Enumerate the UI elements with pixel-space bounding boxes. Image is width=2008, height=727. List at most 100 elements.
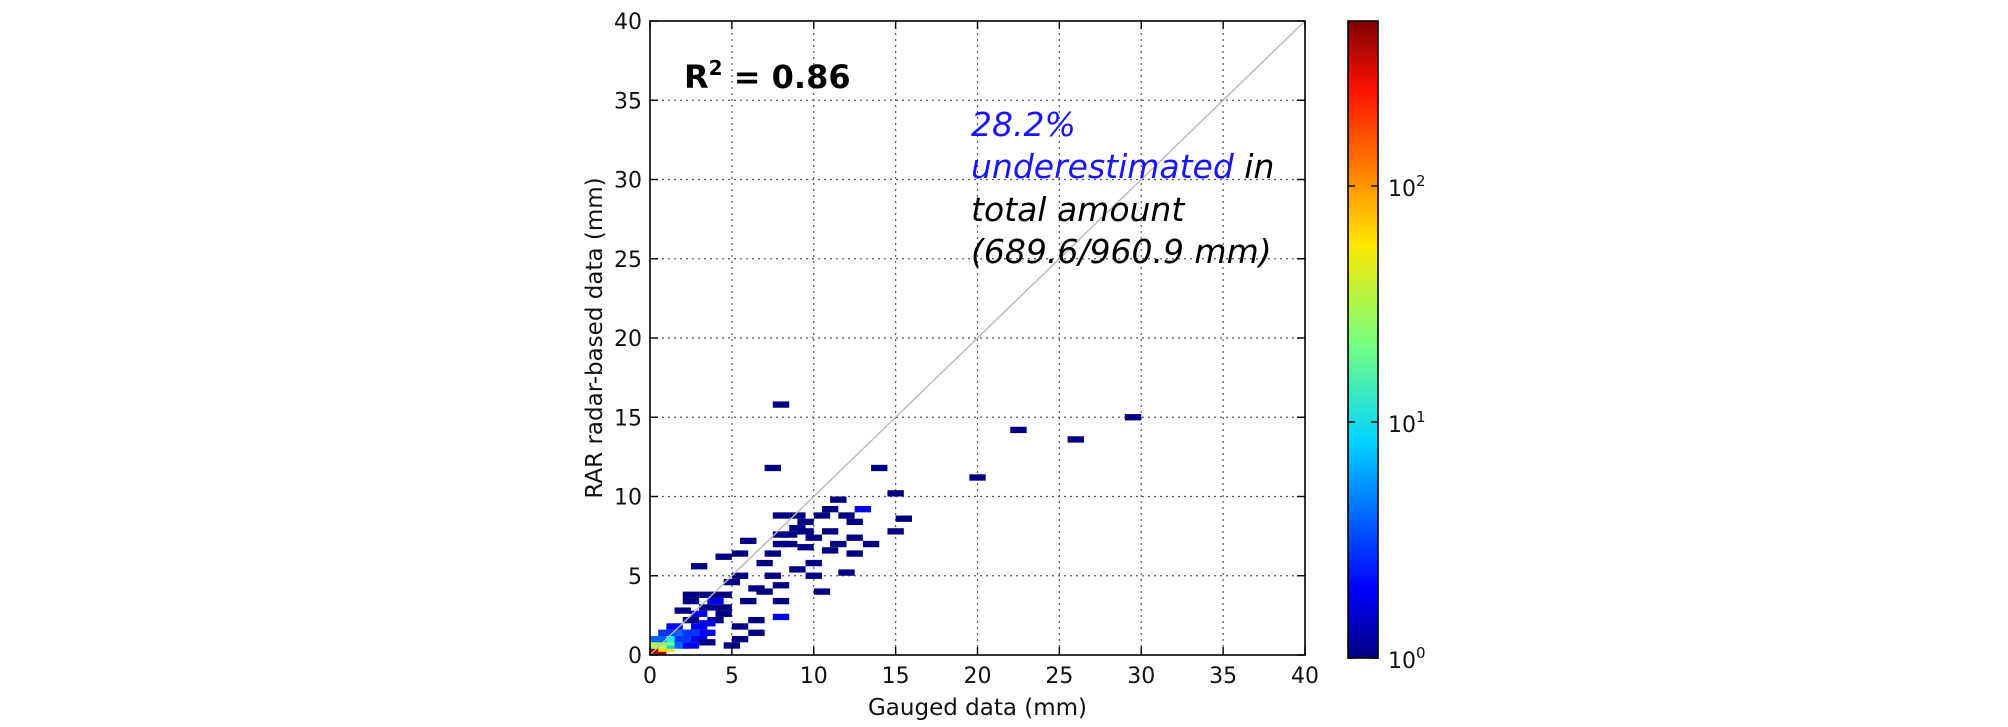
heatmap-cell [731, 635, 749, 643]
heatmap-cell [797, 544, 814, 551]
heatmap-cell [854, 506, 872, 513]
heatmap-cell [772, 582, 790, 589]
heatmap-cell [682, 597, 700, 605]
bias-direction-word: underestimated [971, 147, 1235, 186]
x-axis-label: Gauged data (mm) [868, 695, 1087, 721]
x-tick-label: 35 [1209, 664, 1237, 689]
y-tick-label: 20 [614, 327, 642, 352]
heatmap-cell [682, 629, 700, 636]
heatmap-cell [969, 474, 986, 481]
r-squared-annotation: R2 = 0.86 [684, 56, 851, 96]
heatmap-cell [674, 635, 691, 643]
heatmap-cell [813, 512, 831, 519]
heatmap-cell [772, 512, 790, 519]
heatmap-cell [699, 639, 716, 646]
heatmap-cell [658, 629, 675, 636]
colorbar-tick-label: 101 [1388, 408, 1426, 438]
bias-direction-line: underestimated in [971, 147, 1274, 186]
bias-percent: 28.2% [971, 105, 1076, 144]
heatmap-cell [715, 610, 732, 617]
heatmap-cell [699, 620, 716, 627]
heatmap-cell [871, 464, 888, 472]
heatmap-cell [658, 639, 675, 646]
heatmap-cell [707, 597, 724, 605]
heatmap-cell [723, 578, 741, 586]
heatmap-cell [682, 616, 700, 624]
colorbar-tick-exponent: 1 [1416, 408, 1426, 426]
heatmap-cell [789, 525, 806, 532]
heatmap-cell [690, 610, 708, 617]
heatmap-cell [690, 563, 708, 570]
heatmap-cell [674, 607, 691, 614]
heatmap-cell [731, 572, 749, 579]
heatmap-cell [666, 623, 683, 630]
x-tick-label: 0 [643, 664, 657, 689]
heatmap-cells [650, 401, 1142, 655]
heatmap-cell [715, 591, 732, 598]
heatmap-cell [731, 550, 749, 557]
y-tick-label: 30 [614, 169, 642, 194]
heatmap-cell [846, 550, 863, 557]
y-tick-label: 35 [614, 89, 642, 114]
heatmap-cell [830, 540, 847, 548]
heatmap-cell [1124, 414, 1142, 421]
heatmap-cell [838, 569, 855, 576]
heatmap-cell [781, 540, 798, 548]
heatmap-cell [772, 401, 790, 408]
heatmap-cell [764, 464, 781, 472]
heatmap-cell [821, 506, 839, 513]
x-tick-label: 30 [1127, 664, 1155, 689]
y-axis-label: RAR radar-based data (mm) [582, 177, 608, 498]
heatmap-cell [838, 512, 855, 519]
x-tick-label: 10 [800, 664, 828, 689]
heatmap-cell [748, 616, 765, 624]
bias-direction-rest: in [1234, 147, 1275, 186]
heatmap-cell [723, 642, 741, 649]
x-tick-label: 25 [1045, 664, 1073, 689]
heatmap-cell [805, 572, 822, 579]
r2-value: = 0.86 [723, 58, 851, 96]
heatmap-cell [772, 613, 790, 621]
x-tick-label: 15 [882, 664, 910, 689]
bias-amounts-line: (689.6/960.9 mm) [971, 232, 1272, 271]
heatmap-cell [682, 591, 700, 598]
heatmap-cell [740, 537, 757, 545]
heatmap-cell [772, 597, 790, 605]
heatmap-cell [789, 566, 806, 573]
colorbar-tick-label: 102 [1388, 172, 1426, 202]
y-tick-label: 25 [614, 248, 642, 273]
colorbar [1347, 20, 1379, 659]
heatmap-cell [797, 518, 814, 526]
heatmap-cell [756, 588, 773, 595]
heatmap-cell [699, 591, 716, 598]
x-tick-label: 5 [725, 664, 739, 689]
colorbar-tick-base: 10 [1388, 413, 1416, 438]
heatmap-cell [846, 534, 863, 541]
y-tick-label: 15 [614, 406, 642, 431]
heatmap-cell [1010, 426, 1027, 434]
r2-prefix: R [684, 58, 709, 96]
r2-superscript: 2 [709, 56, 723, 80]
heatmap-cell [887, 528, 904, 535]
heatmap-cell [813, 588, 831, 595]
grid-lines [650, 21, 1305, 655]
x-tick-label: 20 [964, 664, 992, 689]
heatmap-cell [715, 553, 732, 560]
x-tick-label: 40 [1291, 664, 1319, 689]
heatmap-cell [772, 531, 790, 538]
heatmap-cell [895, 515, 912, 522]
heatmap-cell [715, 604, 732, 611]
heatmap-cell [805, 534, 822, 541]
heatmap-cell [862, 540, 880, 548]
heatmap-cell [887, 490, 904, 497]
bias-total-line: total amount [971, 190, 1185, 229]
heatmap-cell [748, 629, 765, 636]
heatmap-cell [650, 635, 667, 643]
heatmap-cell [740, 597, 757, 605]
heatmap-cell [821, 528, 839, 535]
colorbar-tick-base: 10 [1388, 177, 1416, 202]
heatmap-cell [805, 559, 822, 567]
heatmap-cell [682, 642, 700, 649]
colorbar-tick-base: 10 [1388, 649, 1416, 674]
